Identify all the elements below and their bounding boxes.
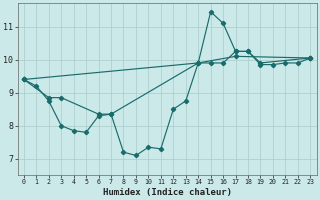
X-axis label: Humidex (Indice chaleur): Humidex (Indice chaleur) xyxy=(103,188,232,197)
